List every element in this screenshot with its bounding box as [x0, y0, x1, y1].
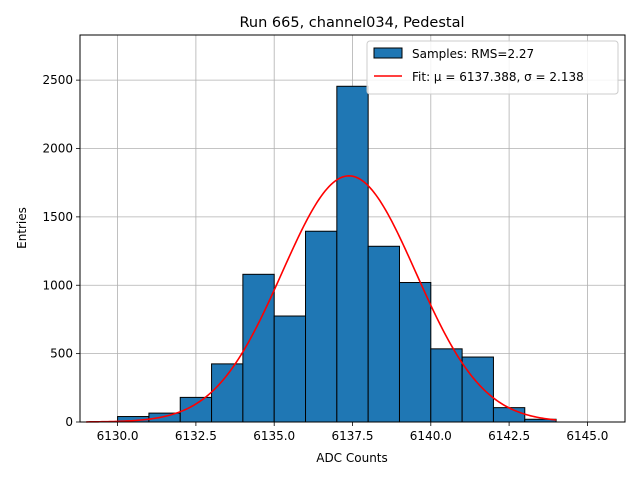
y-tick-label: 500 — [50, 347, 73, 361]
histogram-bars — [117, 85, 557, 423]
histogram-bar — [211, 363, 244, 423]
x-tick-label: 6130.0 — [97, 429, 139, 443]
histogram-bar — [398, 282, 432, 423]
x-tick-label: 6142.5 — [488, 429, 530, 443]
x-tick-label: 6145.0 — [566, 429, 608, 443]
x-tick-label: 6135.0 — [253, 429, 295, 443]
x-tick-label: 6132.5 — [175, 429, 217, 443]
chart-title: Run 665, channel034, Pedestal — [239, 15, 464, 31]
histogram-bar — [461, 356, 494, 423]
x-tick-label: 6137.5 — [332, 429, 374, 443]
histogram-bar — [273, 315, 307, 423]
legend-box — [366, 40, 619, 95]
y-axis-ticks: 0 500 1000 1500 2000 2500 — [42, 73, 80, 429]
y-tick-label: 2000 — [42, 142, 73, 156]
histogram-bar — [336, 85, 369, 423]
y-tick-label: 2500 — [42, 73, 73, 87]
legend-histogram-label: Samples: RMS=2.27 — [412, 47, 534, 61]
x-axis-ticks: 6130.0 6132.5 6135.0 6137.5 6140.0 6142.5 6145… — [97, 422, 608, 443]
y-tick-label: 1000 — [42, 278, 73, 292]
histogram-bar — [242, 273, 275, 423]
legend-fit-label: Fit: μ = 6137.388, σ = 2.138 — [412, 70, 584, 84]
histogram-bar — [430, 348, 463, 423]
y-tick-label: 1500 — [42, 210, 73, 224]
histogram-bar — [305, 230, 338, 423]
y-tick-label: 0 — [65, 415, 73, 429]
histogram-bar — [148, 412, 181, 423]
histogram-bar — [492, 407, 526, 423]
histogram-bar — [367, 245, 400, 423]
legend-histogram-swatch — [373, 47, 403, 59]
x-tick-label: 6140.0 — [410, 429, 452, 443]
y-axis-label: Entries — [15, 207, 29, 249]
x-axis-label: ADC Counts — [316, 451, 388, 465]
legend: Samples: RMS=2.27 Fit: μ = 6137.388, σ =… — [366, 40, 619, 95]
fit-curve — [86, 175, 557, 423]
